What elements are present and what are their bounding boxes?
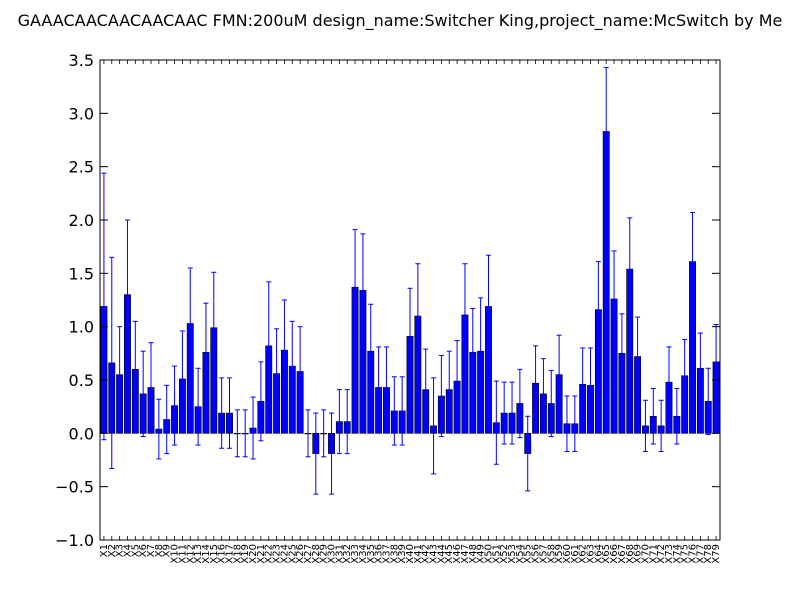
x-tick-label: X8 [154, 544, 165, 557]
x-tick-label: X51 [491, 544, 502, 564]
x-tick-label: X25 [287, 544, 298, 564]
y-tick-label: −0.5 [55, 478, 94, 497]
x-tick-label: X65 [601, 544, 612, 564]
x-tick-label: X32 [342, 544, 353, 564]
x-tick-label: X43 [429, 544, 440, 564]
x-tick-label: X17 [224, 544, 235, 564]
x-tick-label: X34 [358, 544, 369, 564]
error-bars-group [101, 66, 719, 495]
x-tick-label: X38 [389, 544, 400, 564]
x-tick-label: X50 [483, 544, 494, 564]
x-tick-label: X66 [609, 544, 620, 564]
x-tick-label: X76 [688, 544, 699, 564]
chart-title: GAAACAACAACAACAAC FMN:200uM design_name:… [18, 11, 783, 31]
x-tick-label: X78 [703, 544, 714, 564]
x-tick-label: X64 [593, 544, 604, 564]
y-axis: 3.5 3.0 2.5 2.0 1.5 1.0 0.5 0.0 −0.5 −1.0 [55, 51, 720, 550]
x-tick-label: X63 [586, 544, 597, 564]
x-tick-label: X18 [232, 544, 243, 564]
x-tick-label: X33 [350, 544, 361, 564]
y-tick-label: 1.5 [69, 264, 94, 283]
x-tick-label: X22 [264, 544, 275, 564]
x-tick-label: X5 [130, 544, 141, 557]
x-tick-label: X68 [625, 544, 636, 564]
x-tick-label: X57 [538, 544, 549, 564]
x-tick-label: X55 [523, 544, 534, 564]
x-tick-label: X52 [499, 544, 510, 564]
x-tick-label: X59 [554, 544, 565, 564]
x-tick-label: X73 [664, 544, 675, 564]
x-tick-label: X61 [570, 544, 581, 564]
x-tick-label: X20 [248, 544, 259, 564]
x-tick-label: X35 [366, 544, 377, 564]
y-tick-label: 3.5 [69, 51, 94, 70]
x-tick-label: X60 [562, 544, 573, 564]
x-tick-label: X6 [138, 544, 149, 557]
y-tick-label: 2.5 [69, 158, 94, 177]
x-tick-label: X28 [311, 544, 322, 564]
x-tick-label: X1 [99, 544, 110, 557]
x-tick-label: X23 [272, 544, 283, 564]
x-tick-label: X9 [162, 544, 173, 557]
x-tick-label: X16 [217, 544, 228, 564]
x-tick-label: X48 [468, 544, 479, 564]
x-tick-label: X15 [209, 544, 220, 564]
x-tick-label: X41 [413, 544, 424, 564]
y-tick-label: 1.0 [69, 318, 94, 337]
x-tick-label: X74 [672, 544, 683, 564]
x-tick-label: X11 [177, 544, 188, 564]
x-tick-label: X53 [507, 544, 518, 564]
x-tick-label: X10 [170, 544, 181, 564]
x-tick-label: X13 [193, 544, 204, 564]
x-tick-label: X44 [436, 544, 447, 564]
y-tick-label: −1.0 [55, 531, 94, 550]
x-tick-label: X37 [381, 544, 392, 564]
x-tick-label: X47 [460, 544, 471, 564]
y-tick-label: 0.5 [69, 371, 94, 390]
x-tick-label: X27 [303, 544, 314, 564]
x-tick-label: X46 [452, 544, 463, 564]
x-tick-label: X36 [374, 544, 385, 564]
x-tick-label: X77 [695, 544, 706, 564]
x-tick-label: X14 [201, 544, 212, 564]
x-tick-label: X72 [656, 544, 667, 564]
x-tick-label: X39 [397, 544, 408, 564]
x-tick-label: X62 [578, 544, 589, 564]
x-tick-label: X21 [256, 544, 267, 564]
x-tick-label: X42 [421, 544, 432, 564]
y-tick-label: 3.0 [69, 104, 94, 123]
y-tick-label: 2.0 [69, 211, 94, 230]
x-tick-label: X70 [640, 544, 651, 564]
x-tick-label: X26 [295, 544, 306, 564]
x-tick-label: X40 [405, 544, 416, 564]
x-tick-label: X54 [515, 544, 526, 564]
x-tick-label: X67 [617, 544, 628, 564]
x-axis: X1X2X3X4X5X6X7X8X9X10X11X12X13X14X15X16X… [99, 60, 722, 564]
x-tick-label: X69 [633, 544, 644, 564]
x-tick-label: X56 [531, 544, 542, 564]
x-tick-label: X49 [476, 544, 487, 564]
x-tick-label: X45 [444, 544, 455, 564]
x-tick-label: X29 [319, 544, 330, 564]
x-tick-label: X24 [279, 544, 290, 564]
x-tick-label: X79 [711, 544, 722, 564]
x-tick-label: X58 [546, 544, 557, 564]
x-tick-label: X12 [185, 544, 196, 564]
x-tick-label: X3 [115, 544, 126, 557]
x-tick-label: X19 [240, 544, 251, 564]
x-tick-label: X30 [327, 544, 338, 564]
x-tick-label: X71 [648, 544, 659, 564]
x-tick-label: X7 [146, 544, 157, 557]
x-tick-label: X4 [122, 544, 133, 557]
x-tick-label: X2 [107, 544, 118, 557]
x-tick-label: X31 [334, 544, 345, 564]
x-tick-label: X75 [680, 544, 691, 564]
y-tick-label: 0.0 [69, 424, 94, 443]
